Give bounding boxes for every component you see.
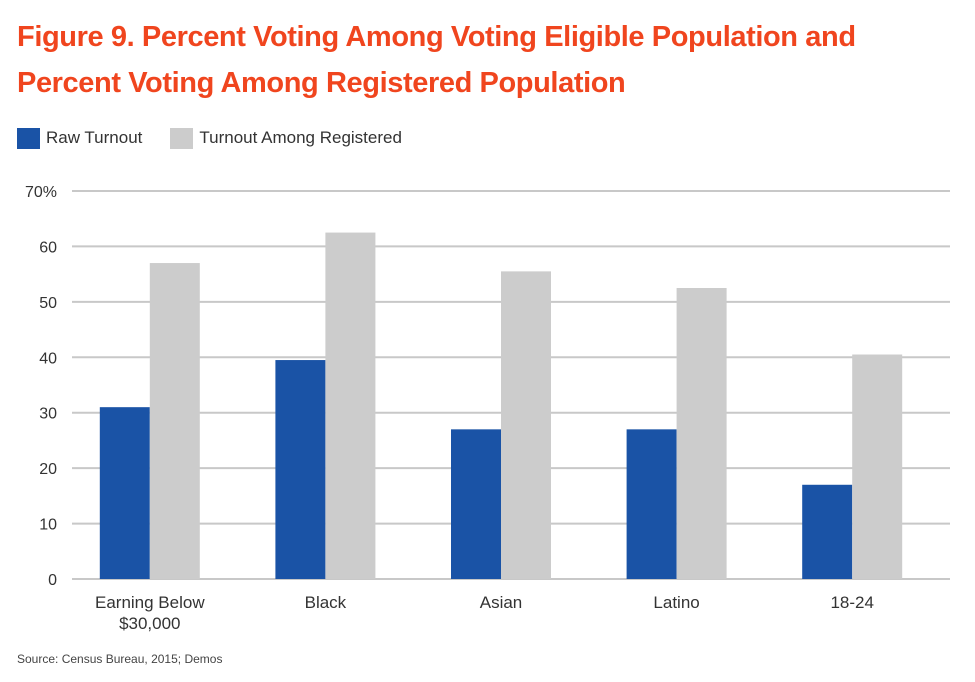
legend: Raw Turnout Turnout Among Registered bbox=[17, 127, 430, 149]
legend-swatch-turnout-registered bbox=[170, 127, 194, 149]
bar-turnout-among-registered bbox=[852, 354, 903, 579]
legend-item-raw-turnout: Raw Turnout bbox=[17, 127, 143, 149]
chart-title-line-1: Figure 9. Percent Voting Among Voting El… bbox=[17, 21, 856, 53]
bar-turnout-among-registered bbox=[676, 288, 727, 579]
bar-raw-turnout bbox=[99, 407, 150, 579]
chart-title-line-2: Percent Voting Among Registered Populati… bbox=[17, 67, 626, 99]
bar-turnout-among-registered bbox=[325, 232, 376, 580]
y-tick-label: 20 bbox=[39, 461, 57, 478]
y-axis-tick-labels: 0 10 20 30 40 50 60 70% bbox=[25, 184, 57, 589]
legend-swatch-raw-turnout bbox=[17, 127, 40, 149]
x-tick-label: Asian bbox=[480, 593, 523, 612]
bar-raw-turnout bbox=[802, 484, 853, 579]
bars bbox=[99, 232, 903, 580]
y-tick-label: 10 bbox=[39, 517, 57, 534]
legend-label-raw-turnout: Raw Turnout bbox=[46, 128, 143, 147]
legend-label-turnout-registered: Turnout Among Registered bbox=[199, 128, 402, 147]
bar-raw-turnout bbox=[451, 429, 501, 579]
legend-item-turnout-registered: Turnout Among Registered bbox=[170, 127, 402, 149]
bar-raw-turnout bbox=[626, 429, 677, 579]
bar-turnout-among-registered bbox=[149, 263, 200, 579]
gridlines bbox=[72, 190, 950, 580]
x-axis-tick-labels: Earning Below $30,000 Black Asian Latino 18-2… bbox=[95, 593, 874, 633]
y-tick-label: 70% bbox=[25, 184, 57, 201]
y-tick-label: 0 bbox=[48, 572, 57, 589]
bar-raw-turnout bbox=[275, 360, 326, 579]
y-tick-label: 60 bbox=[39, 239, 57, 256]
y-tick-label: 50 bbox=[39, 295, 57, 312]
bar-turnout-among-registered bbox=[501, 271, 551, 579]
y-tick-label: 30 bbox=[39, 406, 57, 423]
y-tick-label: 40 bbox=[39, 350, 57, 367]
x-tick-label: 18-24 bbox=[830, 593, 873, 612]
source-note: Source: Census Bureau, 2015; Demos bbox=[17, 652, 223, 666]
x-tick-label: $30,000 bbox=[119, 614, 180, 633]
x-tick-label: Earning Below bbox=[95, 593, 205, 612]
x-tick-label: Black bbox=[305, 593, 347, 612]
chart-title: Figure 9. Percent Voting Among Voting El… bbox=[17, 14, 967, 106]
x-tick-label: Latino bbox=[653, 593, 699, 612]
